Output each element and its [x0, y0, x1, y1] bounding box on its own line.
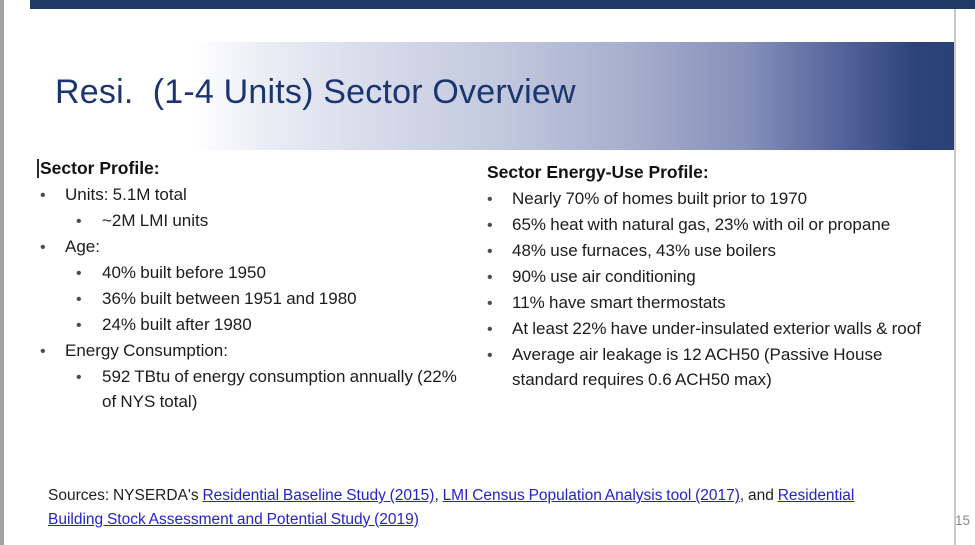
link-lmi-census-population-analysis-tool[interactable]: LMI Census Population Analysis tool (201…: [442, 487, 740, 504]
bullet-icon: [487, 238, 512, 264]
top-accent-bar: [30, 0, 975, 9]
energy-use-profile-column: Sector Energy-Use Profile: Nearly 70% of…: [487, 160, 942, 392]
list-item-text: 11% have smart thermostats: [512, 293, 726, 312]
list-item-text: 90% use air conditioning: [512, 267, 696, 286]
text-cursor: [37, 159, 39, 178]
list-item: 40% built before 1950: [76, 260, 472, 286]
bullet-icon: [40, 182, 65, 208]
list-item: 36% built between 1951 and 1980: [76, 286, 472, 312]
list-item: Age:: [40, 234, 472, 260]
list-item: At least 22% have under-insulated exteri…: [487, 316, 942, 342]
link-residential-building-stock-assessment[interactable]: Residential Building Stock Assessment an…: [48, 487, 855, 528]
list-item-text: Average air leakage is 12 ACH50 (Passive…: [512, 345, 883, 389]
sources-separator: ,: [434, 487, 443, 504]
list-item-text: At least 22% have under-insulated exteri…: [512, 319, 921, 338]
bullet-icon: [76, 312, 102, 338]
bullet-icon: [487, 264, 512, 290]
window-left-edge: [0, 0, 4, 545]
bullet-icon: [487, 290, 512, 316]
slide-title: Resi. (1-4 Units) Sector Overview: [55, 73, 576, 111]
bullet-icon: [76, 364, 102, 414]
page-number: 15: [954, 513, 970, 528]
list-item-text: 48% use furnaces, 43% use boilers: [512, 241, 776, 260]
bullet-icon: [76, 286, 102, 312]
list-item: 592 TBtu of energy consumption annually …: [76, 364, 472, 414]
list-item-text: Units: 5.1M total: [65, 185, 187, 204]
list-item-text: Energy Consumption:: [65, 341, 228, 360]
bullet-icon: [76, 208, 102, 234]
list-item-text: Nearly 70% of homes built prior to 1970: [512, 189, 808, 208]
sources-prefix: Sources: NYSERDA's: [48, 487, 203, 504]
link-residential-baseline-study[interactable]: Residential Baseline Study (2015): [202, 487, 435, 504]
bullet-icon: [487, 212, 512, 238]
slide-right-border: [954, 9, 956, 545]
list-item-text: 40% built before 1950: [102, 263, 266, 282]
list-item: 65% heat with natural gas, 23% with oil …: [487, 212, 942, 238]
list-item-text: 36% built between 1951 and 1980: [102, 289, 357, 308]
bullet-icon: [76, 260, 102, 286]
sources-separator: , and: [739, 487, 778, 504]
list-item-text: Age:: [65, 237, 100, 256]
list-item-text: 65% heat with natural gas, 23% with oil …: [512, 215, 891, 234]
list-item: Units: 5.1M total: [40, 182, 472, 208]
bullet-icon: [40, 234, 65, 260]
title-banner: Resi. (1-4 Units) Sector Overview: [4, 42, 954, 150]
list-item: Nearly 70% of homes built prior to 1970: [487, 186, 942, 212]
list-item: Energy Consumption:: [40, 338, 472, 364]
bullet-icon: [40, 338, 65, 364]
list-item: 90% use air conditioning: [487, 264, 942, 290]
list-item: ~2M LMI units: [76, 208, 472, 234]
bullet-icon: [487, 316, 512, 342]
list-item: Average air leakage is 12 ACH50 (Passive…: [487, 342, 942, 392]
bullet-icon: [487, 186, 512, 212]
list-item-text: ~2M LMI units: [102, 211, 209, 230]
energy-use-profile-heading: Sector Energy-Use Profile:: [487, 162, 709, 182]
list-item: 48% use furnaces, 43% use boilers: [487, 238, 942, 264]
list-item-text: 24% built after 1980: [102, 315, 252, 334]
sources-paragraph: Sources: NYSERDA's Residential Baseline …: [48, 484, 900, 531]
sector-profile-heading: Sector Profile:: [40, 158, 160, 178]
list-item-text: 592 TBtu of energy consumption annually …: [102, 367, 457, 411]
list-item: 24% built after 1980: [76, 312, 472, 338]
sector-profile-column: Sector Profile: Units: 5.1M total ~2M LM…: [37, 156, 472, 414]
list-item: 11% have smart thermostats: [487, 290, 942, 316]
bullet-icon: [487, 342, 512, 392]
